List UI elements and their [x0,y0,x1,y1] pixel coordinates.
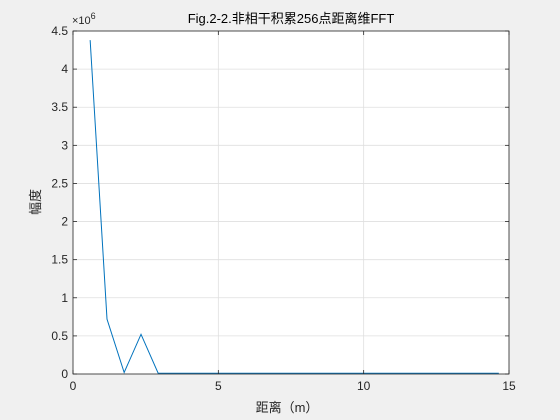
y-tick-label: 0.5 [51,329,68,343]
x-axis-label: 距离（m） [256,400,319,415]
y-tick-label: 3.5 [51,100,68,114]
y-exponent-label: ×106 [72,11,96,27]
y-tick-label: 4 [61,62,68,76]
y-tick-label: 2.5 [51,176,68,190]
chart-title: Fig.2-2.非相干积累256点距离维FFT [188,11,395,26]
x-tick-label: 15 [502,379,516,393]
y-tick-label: 3 [61,138,68,152]
y-exponent-base: ×10 [72,15,91,27]
y-tick-label: 4.5 [51,24,68,38]
y-tick-label: 0 [61,367,68,381]
y-tick-label: 2 [61,215,68,229]
series-layer [89,40,499,374]
y-tick-label: 1.5 [51,253,68,267]
y-exponent-power: 6 [91,11,96,21]
x-tick-label: 5 [215,379,222,393]
plot-area [73,31,509,374]
x-tick-label: 0 [70,379,77,393]
plot-frame [72,30,510,375]
y-tick-label: 1 [61,291,68,305]
y-axis-label: 幅度 [28,189,43,215]
series-line [89,40,499,374]
x-tick-label: 10 [357,379,371,393]
tick-layer: 0 5 10 15 0 0.5 1 1.5 2 2.5 3 3.5 4 4.5 [51,24,516,393]
